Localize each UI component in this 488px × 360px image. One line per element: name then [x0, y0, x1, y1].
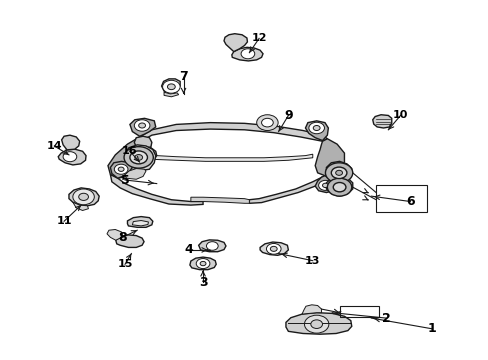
Circle shape: [330, 167, 346, 179]
Text: 8: 8: [118, 231, 127, 244]
Circle shape: [313, 126, 320, 131]
Polygon shape: [315, 176, 335, 193]
Polygon shape: [249, 175, 334, 203]
Circle shape: [310, 320, 322, 328]
Polygon shape: [134, 136, 152, 148]
Polygon shape: [129, 146, 157, 161]
Polygon shape: [190, 197, 249, 203]
Circle shape: [308, 122, 324, 134]
Circle shape: [167, 84, 175, 90]
Polygon shape: [73, 202, 88, 211]
Circle shape: [114, 164, 128, 174]
Text: 3: 3: [198, 276, 207, 289]
Polygon shape: [231, 47, 263, 61]
Polygon shape: [372, 115, 391, 128]
Bar: [375, 185, 427, 212]
Polygon shape: [110, 161, 132, 178]
Circle shape: [130, 151, 147, 164]
Circle shape: [325, 163, 352, 183]
Text: 2: 2: [381, 311, 389, 325]
Text: 15: 15: [117, 259, 132, 269]
Polygon shape: [116, 235, 144, 247]
Polygon shape: [163, 92, 178, 97]
Polygon shape: [125, 145, 156, 170]
Text: 13: 13: [305, 256, 320, 266]
Polygon shape: [140, 123, 327, 141]
Text: 5: 5: [121, 174, 129, 186]
Circle shape: [79, 193, 88, 201]
Text: 11: 11: [56, 216, 72, 226]
Polygon shape: [224, 34, 247, 51]
Polygon shape: [107, 229, 122, 240]
Circle shape: [256, 115, 278, 131]
Circle shape: [327, 178, 351, 196]
Polygon shape: [326, 161, 351, 184]
Circle shape: [162, 80, 180, 93]
Circle shape: [124, 147, 153, 168]
Polygon shape: [198, 240, 225, 252]
Polygon shape: [110, 175, 203, 205]
Circle shape: [335, 170, 342, 175]
Circle shape: [196, 258, 209, 269]
Polygon shape: [260, 242, 288, 255]
Polygon shape: [61, 135, 80, 150]
Circle shape: [318, 180, 331, 190]
Polygon shape: [147, 154, 312, 161]
Polygon shape: [326, 176, 352, 196]
Polygon shape: [132, 221, 148, 226]
Circle shape: [63, 152, 77, 162]
Circle shape: [206, 242, 218, 250]
Text: 7: 7: [179, 69, 187, 82]
Polygon shape: [130, 118, 156, 136]
Circle shape: [134, 120, 150, 131]
Circle shape: [332, 183, 345, 192]
Circle shape: [261, 118, 273, 127]
Text: 4: 4: [183, 243, 192, 256]
Circle shape: [266, 243, 281, 254]
Text: 10: 10: [392, 111, 407, 121]
Circle shape: [322, 183, 328, 188]
Circle shape: [139, 123, 145, 128]
Polygon shape: [69, 188, 99, 206]
Polygon shape: [189, 257, 216, 270]
Circle shape: [200, 261, 205, 266]
Circle shape: [118, 167, 124, 171]
Polygon shape: [125, 168, 146, 179]
Bar: [339, 306, 378, 317]
Text: 16: 16: [122, 146, 138, 156]
Circle shape: [304, 315, 328, 333]
Polygon shape: [285, 313, 351, 334]
Circle shape: [241, 49, 254, 59]
Polygon shape: [302, 305, 321, 314]
Polygon shape: [127, 217, 153, 227]
Polygon shape: [108, 137, 152, 178]
Circle shape: [73, 189, 94, 205]
Polygon shape: [161, 79, 180, 96]
Polygon shape: [58, 149, 86, 165]
Text: 6: 6: [405, 195, 414, 208]
Text: 12: 12: [251, 33, 266, 43]
Text: 14: 14: [46, 141, 62, 151]
Circle shape: [135, 154, 142, 160]
Circle shape: [270, 246, 277, 251]
Polygon shape: [305, 121, 328, 140]
Text: 9: 9: [284, 109, 292, 122]
Text: 1: 1: [427, 322, 436, 335]
Polygon shape: [258, 116, 276, 130]
Polygon shape: [315, 139, 344, 176]
